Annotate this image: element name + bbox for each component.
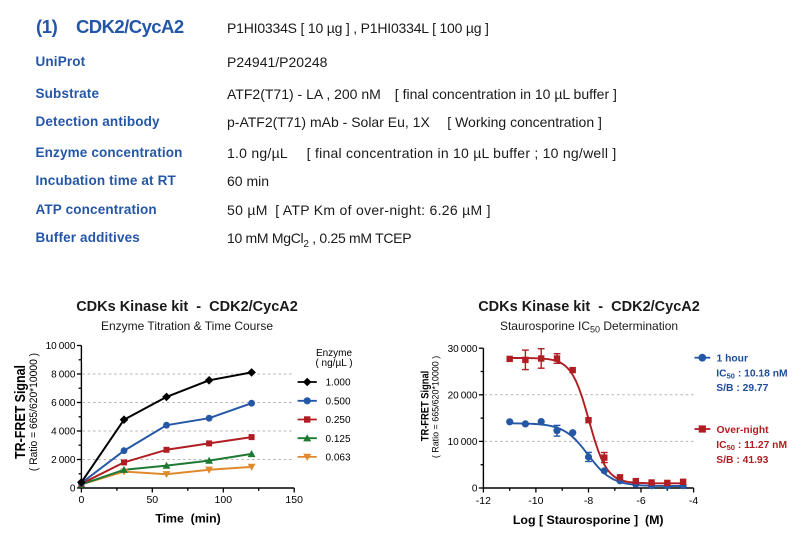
svg-text:-4: -4 <box>689 495 698 507</box>
svg-text:4 000: 4 000 <box>51 427 76 438</box>
svg-text:0: 0 <box>70 484 76 495</box>
svg-text:30 000: 30 000 <box>448 344 478 355</box>
svg-text:Enzyme Titration & Time Course: Enzyme Titration & Time Course <box>101 319 273 333</box>
svg-text:2 000: 2 000 <box>51 455 76 466</box>
svg-text:( ng/µL ): ( ng/µL ) <box>315 358 352 369</box>
svg-text:150: 150 <box>285 494 303 506</box>
svg-text:10 000: 10 000 <box>46 341 76 352</box>
svg-text:S/B : 29.77: S/B : 29.77 <box>716 383 768 394</box>
svg-text:-10: -10 <box>528 495 543 507</box>
svg-text:Enzyme: Enzyme <box>316 348 353 359</box>
svg-text:0: 0 <box>78 494 84 506</box>
svg-text:0.063: 0.063 <box>326 453 351 464</box>
svg-text:-8: -8 <box>584 495 593 507</box>
svg-text:( Ratio = 665/620*10000 ): ( Ratio = 665/620*10000 ) <box>27 353 39 471</box>
svg-text:0.250: 0.250 <box>326 415 351 426</box>
svg-text:CDKs Kinase kit - CDK2/CycA2: CDKs Kinase kit - CDK2/CycA2 <box>478 299 700 315</box>
svg-text:IC50 : 11.27 nM: IC50 : 11.27 nM <box>716 440 787 452</box>
svg-text:-12: -12 <box>476 495 491 507</box>
svg-text:20 000: 20 000 <box>448 391 478 402</box>
svg-text:100: 100 <box>215 494 233 506</box>
svg-text:8 000: 8 000 <box>51 370 76 381</box>
svg-text:10 000: 10 000 <box>448 437 478 448</box>
svg-text:Over-night: Over-night <box>717 425 770 436</box>
svg-text:0.125: 0.125 <box>326 434 351 445</box>
svg-text:TR-FRET Signal: TR-FRET Signal <box>420 371 432 442</box>
svg-text:0: 0 <box>472 484 478 495</box>
svg-text:Time (min): Time (min) <box>155 511 220 525</box>
svg-text:Staurosporine IC50 Determinati: Staurosporine IC50 Determination <box>500 319 678 335</box>
svg-text:Log [ Staurosporine ] (M): Log [ Staurosporine ] (M) <box>513 513 664 527</box>
svg-text:CDKs Kinase kit - CDK2/CycA2: CDKs Kinase kit - CDK2/CycA2 <box>76 299 298 315</box>
svg-text:IC50 : 10.18 nM: IC50 : 10.18 nM <box>716 369 787 381</box>
svg-text:1.000: 1.000 <box>326 378 351 389</box>
svg-text:0.500: 0.500 <box>326 396 351 407</box>
svg-text:-6: -6 <box>636 495 645 507</box>
svg-text:TR-FRET Signal: TR-FRET Signal <box>11 365 28 459</box>
svg-text:50: 50 <box>146 494 158 506</box>
svg-text:( Ratio = 665/620*10000 ): ( Ratio = 665/620*10000 ) <box>430 356 440 458</box>
svg-text:1 hour: 1 hour <box>717 354 748 365</box>
svg-text:S/B : 41.93: S/B : 41.93 <box>716 455 768 466</box>
svg-text:6 000: 6 000 <box>51 398 76 409</box>
